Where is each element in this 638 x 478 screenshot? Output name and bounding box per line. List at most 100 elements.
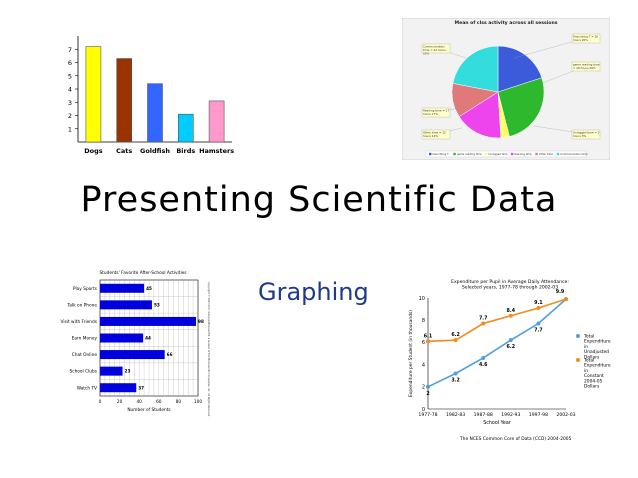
- expenditure-line-chart: Expenditure per Pupil in Average Daily A…: [408, 279, 611, 442]
- y-tick-label: 7: [68, 46, 72, 54]
- activities-hbar-chart: Students' Favorite After-School Activiti…: [61, 270, 210, 417]
- data-point: [481, 355, 486, 360]
- bar: [100, 300, 152, 310]
- pet-bar-chart: 1 2 3 4 5 6 7 Dogs Cats Goldfish Birds Hamsters: [68, 36, 234, 155]
- y-tick-label: Talk on Phone: [66, 302, 97, 308]
- x-tick-label: 1992-93: [501, 412, 520, 418]
- legend-label: Describing T: [433, 152, 450, 156]
- legend-label: Total Expenditure in Constant 2004-05 Dollars: [583, 358, 611, 390]
- y-tick-label: Play Sports: [73, 286, 98, 292]
- pie-title: Mean of clss activity across all session…: [455, 20, 558, 26]
- legend-swatch: [429, 152, 432, 156]
- data-label: 44: [145, 336, 151, 341]
- y-tick-label: 8: [422, 318, 425, 324]
- source-note: The NCES Common Core of Data (CCD) 2004-…: [459, 436, 572, 442]
- x-axis-label: Number of Students: [127, 407, 171, 413]
- pie-slice: [452, 45, 499, 93]
- data-label: 6.2: [451, 332, 460, 338]
- legend-swatch: [535, 152, 538, 156]
- data-label: 3.2: [451, 377, 460, 383]
- y-tick-label: 4: [68, 86, 72, 94]
- data-point: [453, 371, 458, 376]
- legend-label: Total Expenditure in Unadjusted Dollars: [583, 334, 611, 361]
- x-tick-label: 60: [156, 399, 162, 405]
- callout-box: [421, 107, 451, 118]
- callout-label: Other time = 12 hours 12%: [423, 131, 446, 139]
- page-title: Presenting Scientific Data: [80, 180, 558, 220]
- data-label: 6.1: [424, 333, 433, 339]
- bar: [100, 333, 144, 343]
- data-label: 4.6: [479, 362, 488, 368]
- data-point: [453, 338, 458, 343]
- callout-label: Unlogged time = 3 hours 3%: [573, 131, 600, 139]
- legend-label: game reading time: [457, 152, 482, 156]
- series-line: [427, 298, 567, 388]
- y-tick-label: 6: [422, 340, 425, 346]
- copyright-note: Copyright © 2007-2011 Glencoe/McGraw-Hil…: [207, 282, 210, 417]
- page-subtitle: Graphing: [258, 278, 369, 306]
- y-tick-label: Chat Online: [72, 352, 98, 358]
- y-tick-label: 2: [422, 385, 425, 391]
- x-tick-label: Cats: [116, 147, 132, 155]
- legend-swatch: [453, 152, 456, 156]
- x-tick-label: Dogs: [84, 147, 103, 155]
- data-point: [481, 321, 486, 326]
- y-tick-label: 6: [68, 59, 72, 67]
- activity-pie-chart: Mean of clss activity across all session…: [402, 18, 610, 160]
- y-axis-label: Expenditure per Student (in thousands): [408, 310, 414, 397]
- y-tick-label: 10: [419, 296, 425, 302]
- y-tick-label: Earn Money: [72, 336, 98, 342]
- bar: [85, 46, 102, 143]
- bar: [100, 383, 137, 393]
- data-label: 7.7: [534, 328, 543, 334]
- callout-label: Reading time = 17 hours 17%: [423, 109, 449, 117]
- callout-box: [421, 129, 451, 140]
- pie-slice: [497, 77, 545, 137]
- data-point: [426, 339, 430, 344]
- y-tick-label: 2: [68, 112, 72, 120]
- legend-label: Reading time: [514, 152, 532, 156]
- x-tick-label: 1997-98: [529, 412, 548, 418]
- legend-marker: [576, 334, 580, 338]
- data-label: 66: [167, 352, 173, 357]
- x-tick-label: Goldfish: [140, 147, 170, 155]
- bar: [100, 366, 123, 376]
- x-tick-label: 100: [194, 399, 202, 405]
- data-label: 7.7: [479, 316, 488, 322]
- y-tick-label: 5: [68, 72, 72, 80]
- hbar-title: Students' Favorite After-School Activiti…: [99, 270, 187, 276]
- pie-slice: [458, 91, 502, 139]
- x-tick-label: 0: [99, 399, 102, 405]
- data-point: [508, 338, 513, 343]
- data-label: 45: [146, 286, 152, 291]
- legend-swatch: [556, 152, 560, 156]
- data-label: 6.2: [507, 344, 516, 350]
- bar: [147, 83, 163, 143]
- legend-label: Communication time: [560, 152, 588, 156]
- bar: [100, 316, 197, 326]
- y-tick-label: Watch TV: [77, 385, 97, 391]
- y-tick-label: 4: [422, 362, 425, 368]
- legend-marker: [576, 358, 580, 362]
- data-point: [508, 313, 513, 318]
- data-label: 2: [426, 391, 429, 397]
- data-label: 8.4: [507, 308, 516, 314]
- legend-label: Unlogged time: [489, 152, 508, 156]
- series-line: [427, 298, 567, 343]
- y-tick-label: 1: [68, 125, 72, 133]
- callout-label: Describing T = 20 hours 20%: [573, 35, 598, 43]
- y-tick-label: 3: [68, 99, 72, 107]
- callout-box: [571, 61, 601, 72]
- data-label: 9.1: [534, 300, 543, 306]
- pie-legend: [425, 150, 587, 158]
- x-tick-label: 20: [117, 399, 123, 405]
- data-label: 98: [198, 319, 204, 324]
- data-point: [536, 321, 541, 326]
- bar: [100, 283, 145, 293]
- y-tick-label: 0: [422, 407, 425, 413]
- x-tick-label: Birds: [176, 147, 195, 155]
- callout-label: Communication time = 22 hours 22%: [423, 45, 446, 56]
- x-tick-label: 1982-83: [446, 412, 465, 418]
- legend-label: Other time: [539, 152, 553, 156]
- x-tick-label: 1987-88: [474, 412, 493, 418]
